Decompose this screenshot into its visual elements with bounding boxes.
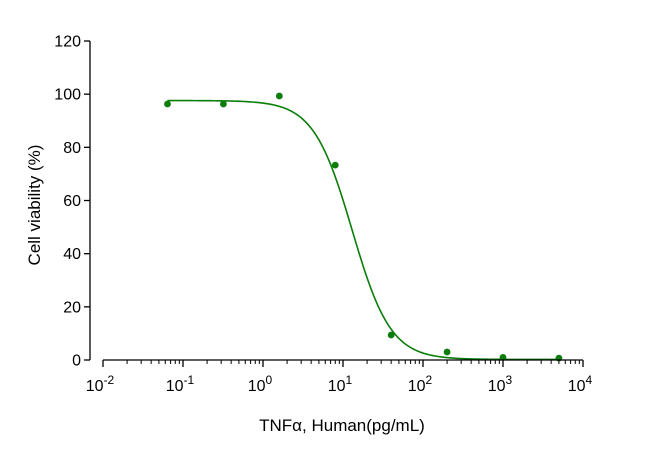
y-tick-label: 120 <box>54 34 81 51</box>
y-tick-label: 40 <box>63 246 81 263</box>
x-tick-label: 102 <box>408 373 433 395</box>
y-tick-label: 0 <box>72 353 81 370</box>
data-point <box>164 100 171 108</box>
x-tick-label: 100 <box>248 373 273 395</box>
data-points <box>164 92 563 362</box>
x-axis-label: TNFα, Human(pg/mL) <box>259 416 425 435</box>
y-tick-label: 20 <box>63 299 81 316</box>
x-ticks: 10-2 10-1 100 101 102 103 104 <box>86 360 593 395</box>
x-tick-label: 103 <box>488 373 513 395</box>
fit-curve <box>167 99 559 361</box>
plot-area <box>164 92 563 362</box>
y-tick-label: 80 <box>63 140 81 157</box>
x-axis: 10-2 10-1 100 101 102 103 104 <box>86 359 593 395</box>
x-tick-label: 10-1 <box>166 373 195 395</box>
y-axis: 0 20 40 60 80 100 120 <box>54 34 91 370</box>
x-tick-label: 10-2 <box>86 373 115 395</box>
y-ticks: 0 20 40 60 80 100 120 <box>54 34 90 370</box>
data-point <box>220 100 227 108</box>
y-tick-label: 100 <box>54 87 81 104</box>
x-tick-label: 101 <box>328 373 353 395</box>
data-point <box>275 92 283 100</box>
y-axis-label: Cell viability (%) <box>25 145 44 266</box>
data-point <box>443 348 451 356</box>
y-tick-label: 60 <box>63 193 81 210</box>
data-point <box>499 353 507 361</box>
data-point <box>387 331 395 339</box>
x-tick-label: 104 <box>568 373 593 395</box>
data-point <box>331 161 339 169</box>
